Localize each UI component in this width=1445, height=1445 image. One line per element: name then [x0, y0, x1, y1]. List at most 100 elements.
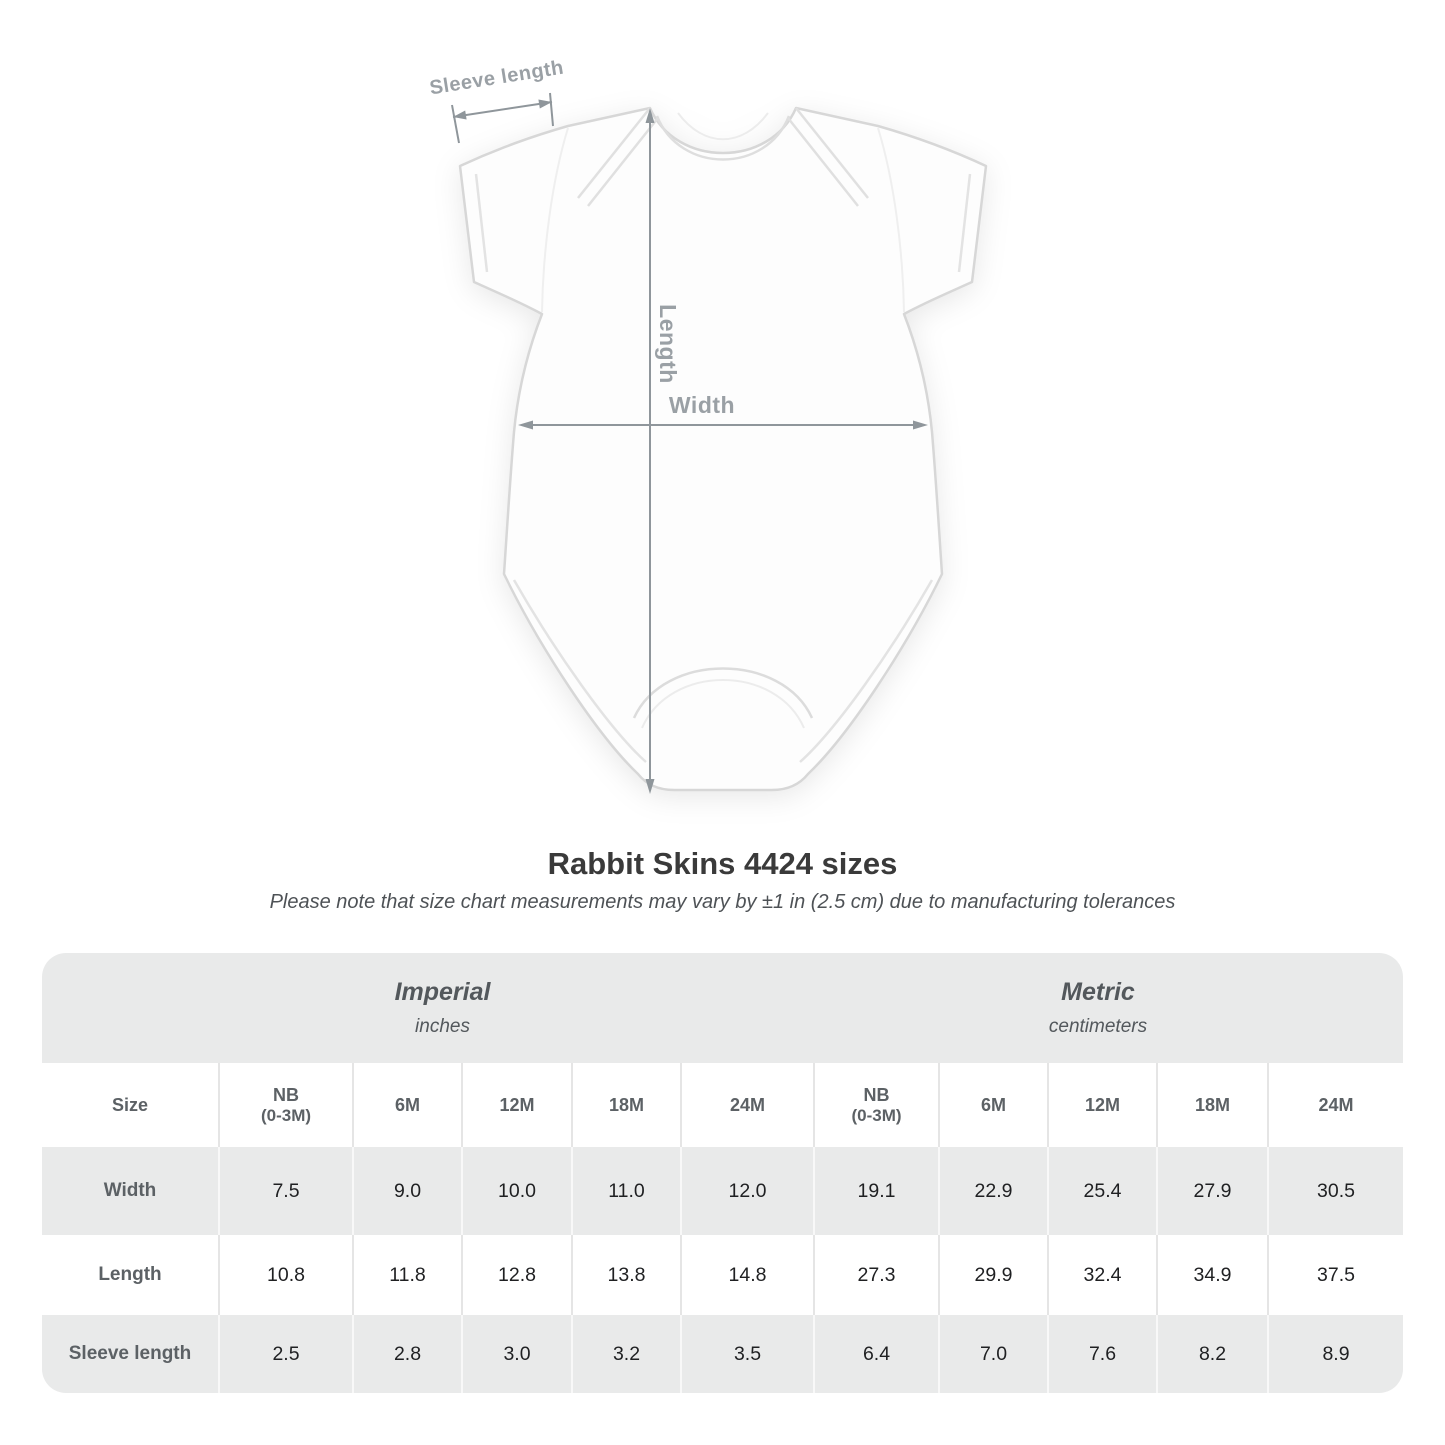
left-armhole-seam — [541, 127, 569, 313]
table-cell: 14.8 — [680, 1235, 813, 1315]
table-cell: 32.4 — [1047, 1235, 1156, 1315]
length-arrow — [645, 108, 655, 794]
col-label: 18M — [608, 1094, 644, 1115]
col-label: NB — [273, 1084, 299, 1105]
row-label: Length — [98, 1264, 162, 1285]
col-label: 18M — [1194, 1094, 1230, 1115]
col-header-metric-24m: 24M — [1267, 1063, 1403, 1147]
row-label-width: Width — [42, 1147, 218, 1235]
col-label: NB — [863, 1084, 890, 1105]
left-sleeve-hem — [474, 173, 489, 273]
row-label-length: Length — [42, 1235, 218, 1315]
cell-value: 9.0 — [393, 1179, 422, 1202]
table-cell: 27.3 — [813, 1235, 938, 1315]
col-sublabel: (0-3M) — [851, 1106, 902, 1126]
col-label: 6M — [394, 1094, 420, 1115]
sleeve-length-label: Sleeve length — [428, 57, 565, 100]
cell-value: 32.4 — [1083, 1263, 1122, 1286]
col-label: 24M — [729, 1094, 765, 1115]
width-arrow — [518, 420, 928, 430]
imperial-group-header: Imperial inches — [42, 953, 813, 1063]
cell-value: 12.8 — [498, 1263, 536, 1286]
imperial-group-label: Imperial — [394, 978, 491, 1006]
table-cell: 3.5 — [680, 1315, 813, 1393]
cell-value: 8.2 — [1198, 1342, 1227, 1365]
cell-value: 3.2 — [612, 1342, 641, 1365]
cell-value: 10.8 — [267, 1263, 305, 1286]
table-cell: 11.0 — [571, 1147, 680, 1235]
col-header-imperial-nb: NB (0-3M) — [218, 1063, 352, 1147]
cell-value: 3.0 — [503, 1342, 531, 1365]
table-cell: 25.4 — [1047, 1147, 1156, 1235]
col-header-imperial-18m: 18M — [571, 1063, 680, 1147]
table-cell: 11.8 — [352, 1235, 461, 1315]
cell-value: 3.5 — [733, 1342, 762, 1365]
table-cell: 30.5 — [1267, 1147, 1403, 1235]
cell-value: 22.9 — [974, 1179, 1013, 1202]
table-cell: 8.9 — [1267, 1315, 1403, 1393]
table-cell: 27.9 — [1156, 1147, 1267, 1235]
table-cell: 22.9 — [938, 1147, 1047, 1235]
col-label: 24M — [1318, 1094, 1354, 1115]
cell-value: 7.6 — [1088, 1342, 1117, 1365]
table-cell: 34.9 — [1156, 1235, 1267, 1315]
col-header-metric-12m: 12M — [1047, 1063, 1156, 1147]
cell-value: 37.5 — [1317, 1263, 1355, 1286]
bodysuit-illustration — [458, 106, 988, 792]
row-label-sleeve-length: Sleeve length — [42, 1315, 218, 1393]
row-label: Width — [103, 1180, 157, 1201]
table-cell: 12.8 — [461, 1235, 571, 1315]
table-cell: 7.0 — [938, 1315, 1047, 1393]
bodysuit-outline — [458, 106, 988, 792]
table-cell: 19.1 — [813, 1147, 938, 1235]
sleeve-length-arrow — [451, 92, 554, 144]
left-flap-line — [577, 107, 659, 207]
table-cell: 2.8 — [352, 1315, 461, 1393]
table-cell: 6.4 — [813, 1315, 938, 1393]
cell-value: 19.1 — [857, 1179, 896, 1202]
col-sublabel: (0-3M) — [260, 1106, 312, 1126]
cell-value: 13.8 — [607, 1263, 646, 1286]
col-header-metric-nb: NB (0-3M) — [813, 1063, 938, 1147]
table-cell: 9.0 — [352, 1147, 461, 1235]
imperial-group-unit: inches — [415, 1016, 470, 1037]
table-cell: 7.6 — [1047, 1315, 1156, 1393]
col-label: 12M — [499, 1094, 535, 1115]
cell-value: 11.8 — [389, 1263, 426, 1286]
table-cell: 13.8 — [571, 1235, 680, 1315]
cell-value: 25.4 — [1083, 1179, 1122, 1202]
left-leg-binding — [512, 579, 647, 763]
cell-value: 27.3 — [857, 1263, 896, 1286]
col-label: 12M — [1084, 1094, 1120, 1115]
snap-flap-arch-inner — [641, 679, 805, 729]
page-title: Rabbit Skins 4424 sizes — [547, 846, 898, 881]
right-armhole-seam — [877, 127, 905, 313]
corner-header-label: Size — [111, 1094, 149, 1115]
table-cell: 3.0 — [461, 1315, 571, 1393]
cell-value: 29.9 — [974, 1263, 1013, 1286]
col-header-imperial-12m: 12M — [461, 1063, 571, 1147]
table-cell: 7.5 — [218, 1147, 352, 1235]
width-label: Width — [669, 392, 735, 418]
row-label: Sleeve length — [68, 1343, 192, 1364]
cell-value: 14.8 — [728, 1263, 767, 1286]
cell-value: 6.4 — [862, 1342, 891, 1365]
table-cell: 37.5 — [1267, 1235, 1403, 1315]
right-flap-line — [787, 107, 869, 207]
cell-value: 11.0 — [608, 1179, 645, 1202]
cell-value: 8.9 — [1322, 1342, 1350, 1365]
col-header-imperial-6m: 6M — [352, 1063, 461, 1147]
cell-value: 27.9 — [1193, 1179, 1232, 1202]
table-cell: 10.0 — [461, 1147, 571, 1235]
cell-value: 2.8 — [393, 1342, 422, 1365]
table-cell: 12.0 — [680, 1147, 813, 1235]
right-sleeve-hem — [957, 173, 972, 273]
bodysuit-diagram: Sleeve length Length Width — [420, 50, 1020, 830]
metric-group-unit: centimeters — [1048, 1016, 1148, 1037]
size-table: Imperial inches Metric centimeters Size … — [42, 953, 1403, 1393]
cell-value: 7.5 — [272, 1179, 300, 1202]
tolerance-note: Please note that size chart measurements… — [269, 891, 1176, 913]
corner-header-cell: Size — [42, 1063, 218, 1147]
bodysuit-svg: Sleeve length Length Width — [428, 57, 988, 794]
